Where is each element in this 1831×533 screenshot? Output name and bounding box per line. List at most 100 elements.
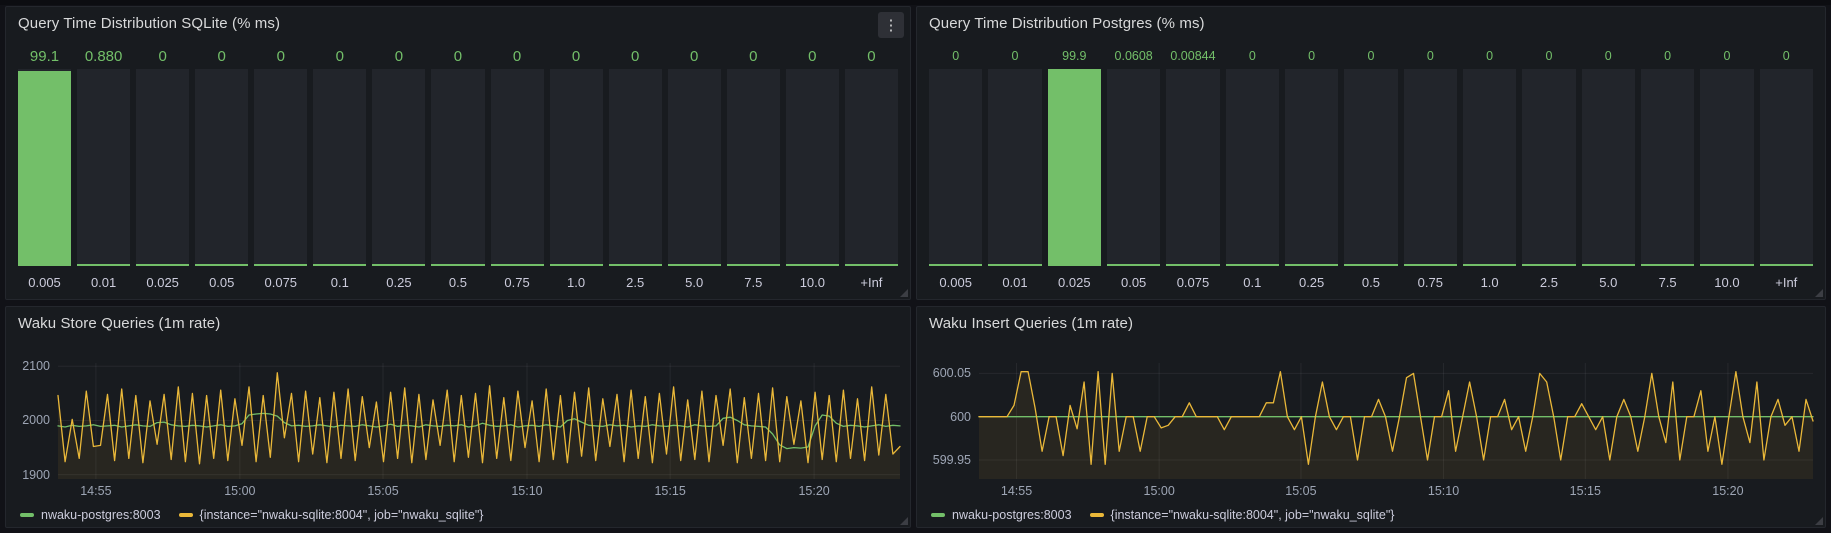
bar-track xyxy=(844,69,898,266)
bar-column[interactable]: 0.00844 0.075 xyxy=(1166,43,1220,293)
bucket-label: 0.005 xyxy=(939,275,972,290)
x-tick-label: 15:05 xyxy=(367,484,399,498)
bar-column[interactable]: 0 +Inf xyxy=(1759,43,1813,293)
panel-resize-handle[interactable] xyxy=(1815,517,1823,525)
bar-fill xyxy=(1344,264,1398,266)
panel-query-time-postgres: Query Time Distribution Postgres (% ms) … xyxy=(916,6,1826,300)
panel-resize-handle[interactable] xyxy=(1815,289,1823,297)
bar-value-label: 0 xyxy=(512,47,522,65)
time-series-plot[interactable]: 599.95 600 600.05 14:55 15:00 15:05 15:10 15:15… xyxy=(933,363,1814,498)
legend-label[interactable]: nwaku-postgres:8003 xyxy=(41,508,161,522)
bar-fill xyxy=(608,264,662,266)
bar-column[interactable]: 0 0.1 xyxy=(313,43,367,293)
bar-column[interactable]: 0 10.0 xyxy=(785,43,839,293)
legend-item-postgres[interactable]: nwaku-postgres:8003 xyxy=(20,508,161,522)
x-tick-label: 15:15 xyxy=(654,484,686,498)
bar-fill xyxy=(431,264,485,266)
x-tick-label: 14:55 xyxy=(1000,484,1033,498)
bar-column[interactable]: 0 0.05 xyxy=(195,43,249,293)
bar-track xyxy=(490,69,544,266)
panel-waku-store-queries: Waku Store Queries (1m rate) 1900 2000 210… xyxy=(5,306,911,528)
time-series-plot[interactable]: 1900 2000 2100 14:55 15:00 15:05 15:10 15:15 15:… xyxy=(22,359,901,498)
bar-track xyxy=(1284,69,1339,266)
bar-value-label: 0.0608 xyxy=(1114,49,1153,63)
bar-column[interactable]: 0 1.0 xyxy=(549,43,603,293)
bar-column[interactable]: 0 0.5 xyxy=(431,43,485,293)
bucket-label: 5.0 xyxy=(685,275,704,290)
bar-track xyxy=(1403,69,1457,266)
bar-fill xyxy=(1284,264,1339,266)
y-tick-label: 600 xyxy=(950,409,971,424)
bar-track xyxy=(1106,69,1161,266)
bar-value-label: 0 xyxy=(1308,49,1316,63)
x-tick-label: 15:20 xyxy=(798,484,830,498)
bar-column[interactable]: 0 10.0 xyxy=(1700,43,1754,293)
bar-column[interactable]: 0 0.005 xyxy=(929,43,983,293)
bar-track xyxy=(1759,69,1813,266)
bar-column[interactable]: 0 0.1 xyxy=(1225,43,1279,293)
bucket-label: 10.0 xyxy=(799,275,825,290)
bar-column[interactable]: 0 0.075 xyxy=(254,43,308,293)
bar-column[interactable]: 0 0.25 xyxy=(1284,43,1339,293)
bar-column[interactable]: 0 0.01 xyxy=(988,43,1042,293)
panel-menu-icon[interactable]: ⋮ xyxy=(878,12,904,38)
bar-column[interactable]: 0 5.0 xyxy=(667,43,721,293)
bucket-label: 0.1 xyxy=(330,275,349,290)
bar-column[interactable]: 99.9 0.025 xyxy=(1047,43,1101,293)
bar-value-label: 0 xyxy=(1782,49,1790,63)
bar-value-label: 0.880 xyxy=(84,47,123,65)
bar-fill xyxy=(667,264,721,266)
bar-column[interactable]: 0.0608 0.05 xyxy=(1106,43,1161,293)
bucket-label: 0.25 xyxy=(386,275,412,290)
bar-fill xyxy=(254,264,308,266)
bucket-label: 1.0 xyxy=(567,275,586,290)
bar-fill xyxy=(313,264,367,266)
bar-column[interactable]: 0 0.5 xyxy=(1344,43,1398,293)
bucket-label: 10.0 xyxy=(1714,275,1740,290)
bar-track xyxy=(608,69,662,266)
bar-track xyxy=(77,69,131,266)
bar-column[interactable]: 0 7.5 xyxy=(726,43,780,293)
bar-column[interactable]: 0 5.0 xyxy=(1581,43,1635,293)
bar-value-label: 0.00844 xyxy=(1170,49,1216,63)
bar-column[interactable]: 0 1.0 xyxy=(1462,43,1517,293)
panel-resize-handle[interactable] xyxy=(900,517,908,525)
bar-column[interactable]: 0 +Inf xyxy=(844,43,898,293)
legend-item-postgres[interactable]: nwaku-postgres:8003 xyxy=(931,508,1072,522)
legend-item-sqlite[interactable]: {instance="nwaku-sqlite:8004", job="nwak… xyxy=(178,508,484,522)
bar-column[interactable]: 0 2.5 xyxy=(1522,43,1576,293)
panel-resize-handle[interactable] xyxy=(900,289,908,297)
bar-track xyxy=(785,69,839,266)
legend-item-sqlite[interactable]: {instance="nwaku-sqlite:8004", job="nwak… xyxy=(1089,508,1395,522)
legend-label[interactable]: {instance="nwaku-sqlite:8004", job="nwak… xyxy=(1110,508,1395,522)
bucket-label: 5.0 xyxy=(1599,275,1618,290)
bar-column[interactable]: 0 7.5 xyxy=(1640,43,1695,293)
bar-value-label: 0 xyxy=(453,47,463,65)
bar-track xyxy=(667,69,721,266)
bar-fill xyxy=(1166,264,1220,266)
bar-column[interactable]: 0 2.5 xyxy=(608,43,662,293)
series-line[interactable] xyxy=(978,371,1814,465)
bar-track xyxy=(313,69,367,266)
bar-fill xyxy=(929,264,983,266)
bar-value-label: 0 xyxy=(1723,49,1731,63)
bar-column[interactable]: 0 0.75 xyxy=(1403,43,1457,293)
bar-column[interactable]: 0.880 0.01 xyxy=(77,43,131,293)
bar-fill xyxy=(1403,264,1457,266)
bar-column[interactable]: 0 0.75 xyxy=(490,43,544,293)
bar-column[interactable]: 0 0.025 xyxy=(136,43,190,293)
legend-label[interactable]: {instance="nwaku-sqlite:8004", job="nwak… xyxy=(199,508,484,522)
bar-fill xyxy=(1640,264,1695,266)
legend-label[interactable]: nwaku-postgres:8003 xyxy=(952,508,1072,522)
bar-value-label: 0 xyxy=(749,47,758,65)
panel-title: Waku Store Queries (1m rate) xyxy=(18,315,221,332)
time-series-svg xyxy=(978,363,1814,479)
bar-column[interactable]: 0 0.25 xyxy=(372,43,426,293)
bucket-label: 0.75 xyxy=(1417,275,1443,290)
bar-value-label: 0 xyxy=(1664,49,1672,63)
series-line[interactable] xyxy=(57,372,901,465)
bar-column[interactable]: 99.1 0.005 xyxy=(18,43,72,293)
bar-track xyxy=(1700,69,1754,266)
bar-value-label: 0 xyxy=(217,47,226,65)
series-fill xyxy=(58,372,900,479)
